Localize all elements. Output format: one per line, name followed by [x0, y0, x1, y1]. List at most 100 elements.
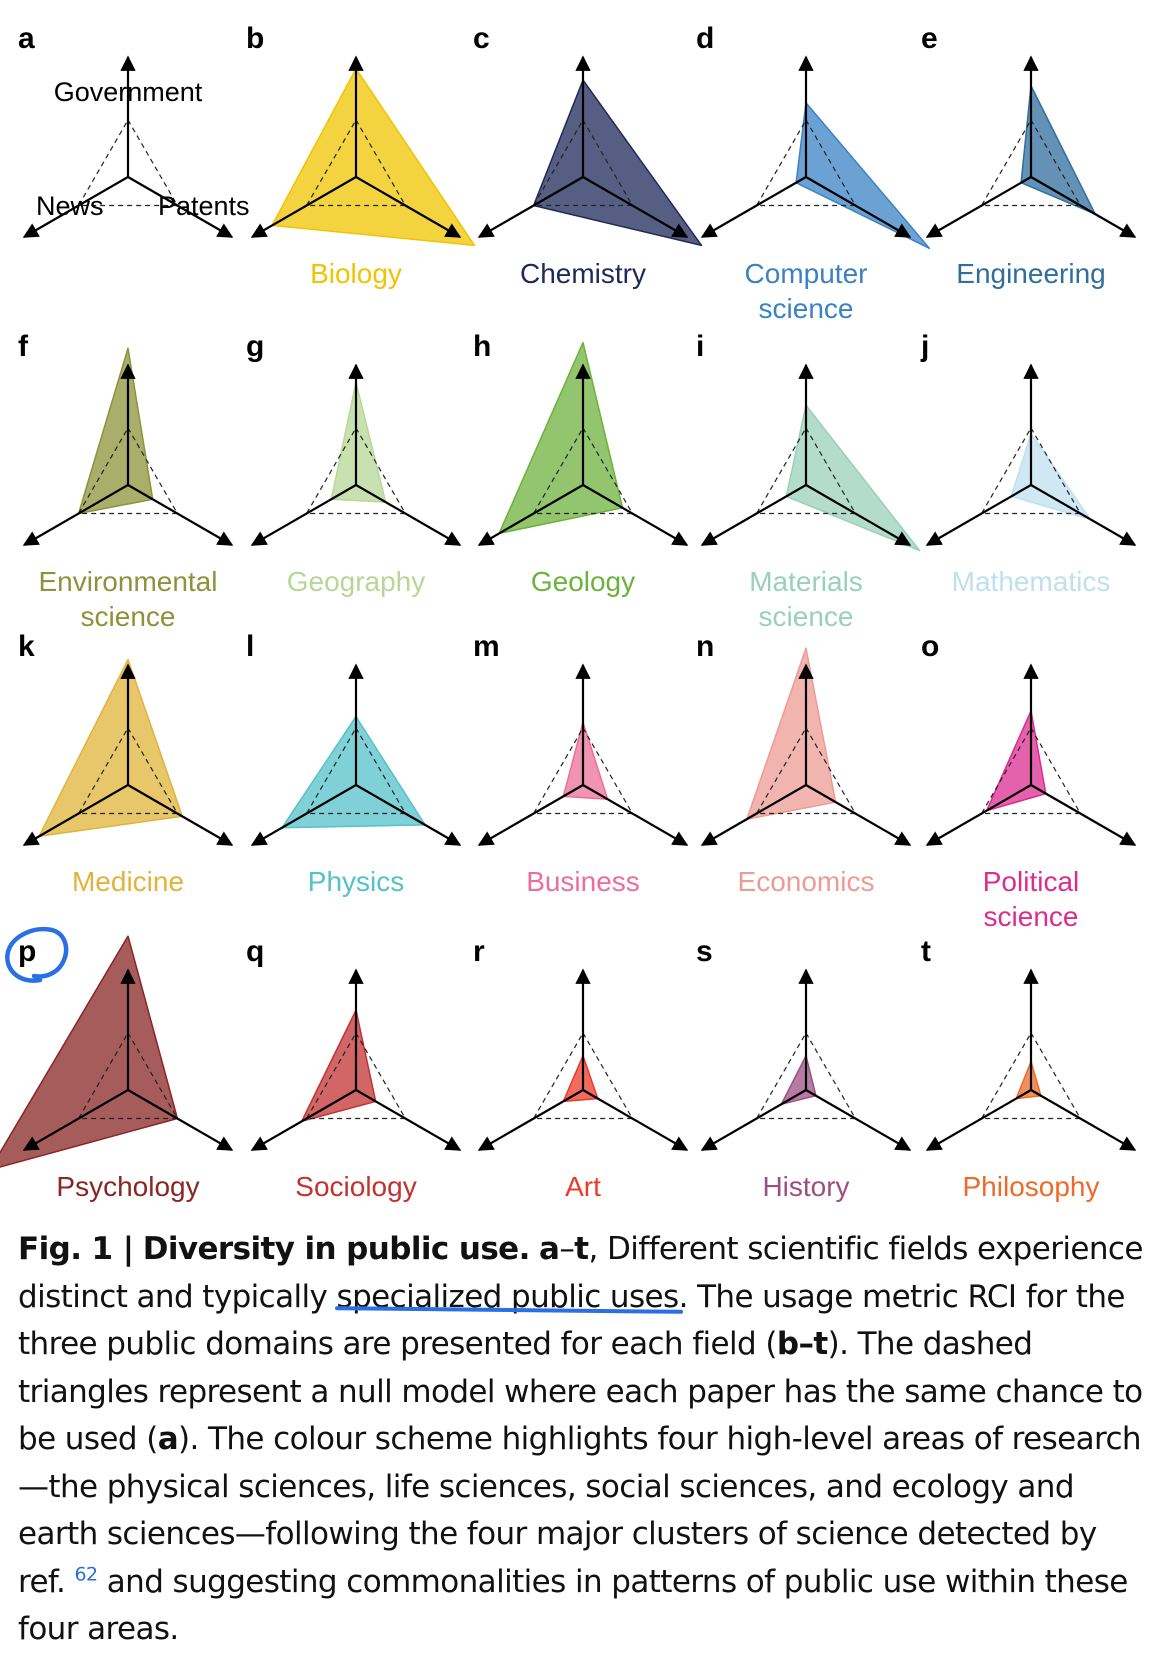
figure-caption: Fig. 1 | Diversity in public use. a–t, D…: [18, 1226, 1153, 1654]
patents-axis: [355, 176, 462, 238]
panel-letter: c: [473, 22, 490, 55]
null-model-triangle: [532, 726, 634, 815]
panel-i: i Materials science: [690, 330, 922, 632]
panel-letter: f: [18, 330, 28, 363]
field-label: Chemistry: [519, 258, 646, 289]
caption-range-end: t: [574, 1231, 589, 1267]
panel-letter: s: [696, 935, 713, 968]
panel-letter: h: [473, 330, 492, 363]
rci-polygon: [38, 658, 184, 838]
news-axis: [700, 1089, 807, 1151]
patents-axis: [805, 784, 912, 846]
news-axis: [700, 484, 807, 546]
field-label: Psychology: [56, 1171, 200, 1202]
rci-polygon: [562, 1055, 599, 1103]
panel-letter: m: [473, 630, 500, 663]
rci-polygon: [0, 935, 179, 1168]
field-label: Medicine: [71, 866, 185, 897]
null-model-triangle: [305, 726, 407, 815]
radar-plot: [477, 341, 689, 546]
news-axis: [477, 484, 584, 546]
rci-polygon: [1020, 85, 1096, 215]
field-label: History: [762, 1171, 850, 1202]
patents-axis: [582, 484, 689, 546]
null-model-triangle: [532, 118, 634, 207]
radar-plot: [22, 658, 234, 846]
caption-panel-a-ref: a: [157, 1421, 179, 1457]
caption-text-5: and suggesting commonalities in patterns…: [18, 1563, 1128, 1648]
rci-polygon: [746, 647, 837, 820]
radar-plot: [700, 647, 912, 846]
radar-plot: [22, 347, 234, 546]
rci-polygon: [1015, 1060, 1042, 1100]
news-axis: [250, 1089, 357, 1151]
field-label: Materials science: [749, 566, 863, 632]
radar-plot: Government News Patents: [22, 55, 250, 238]
patents-axis: [127, 176, 234, 238]
caption-reference[interactable]: 62: [74, 1563, 99, 1586]
null-model-triangle: [305, 1031, 407, 1120]
rci-polygon: [271, 67, 476, 247]
news-axis: [250, 784, 357, 846]
panel-letter: e: [921, 22, 938, 55]
null-model-triangle: [755, 426, 857, 515]
field-label: Geography: [286, 566, 426, 597]
pen-annotation-circle: [5, 926, 69, 983]
news-axis: [925, 1089, 1032, 1151]
radar-plot: [0, 935, 234, 1168]
axis-label-government: Government: [54, 77, 203, 107]
null-model-triangle: [77, 426, 179, 515]
patents-axis: [805, 1089, 912, 1151]
null-model-triangle: [532, 1031, 634, 1120]
radar-plot: [925, 663, 1137, 846]
field-label: Engineering: [956, 258, 1106, 289]
news-axis: [250, 484, 357, 546]
caption-text-4: ). The colour scheme highlights four hig…: [18, 1421, 1142, 1600]
news-axis: [250, 176, 357, 238]
panel-t: t Philosophy: [915, 935, 1147, 1235]
rci-polygon: [281, 715, 426, 829]
field-label: Physics: [307, 866, 405, 897]
rci-polygon: [532, 79, 703, 247]
news-axis: [700, 176, 807, 238]
panel-letter: q: [246, 935, 265, 968]
news-axis: [700, 784, 807, 846]
patents-axis: [1030, 1089, 1137, 1151]
news-axis: [925, 484, 1032, 546]
rci-polygon: [498, 341, 624, 535]
radar-plot: [477, 663, 689, 846]
radar-plot: [477, 55, 703, 247]
panel-s: s History: [690, 935, 922, 1235]
null-model-triangle: [305, 426, 407, 515]
news-axis: [22, 1089, 129, 1151]
panel-a: a Government News Patents: [12, 22, 250, 322]
rci-polygon: [562, 721, 609, 801]
panel-r: r Art: [467, 935, 699, 1235]
caption-text-2: . The usage metric RCI for the three pub…: [18, 1278, 1125, 1363]
field-label: Political science: [982, 866, 1080, 932]
null-model-triangle: [980, 118, 1082, 207]
panel-letter: d: [696, 22, 715, 55]
panel-letter: n: [696, 630, 715, 663]
patents-axis: [805, 484, 912, 546]
panel-e: e Engineering: [915, 22, 1147, 322]
caption-highlighted-phrase: specialized public uses: [336, 1278, 680, 1315]
field-label: Environmental science: [38, 566, 218, 632]
panel-letter: i: [696, 330, 705, 363]
panel-letter: p: [18, 935, 37, 968]
null-model-triangle: [980, 1031, 1082, 1120]
news-axis: [477, 1089, 584, 1151]
figure-grid: a Government News Patents b Biology c Chemistry…: [0, 22, 1147, 1202]
field-label: Art: [565, 1171, 601, 1202]
news-axis: [925, 176, 1032, 238]
patents-axis: [1030, 784, 1137, 846]
field-label: Computer science: [744, 258, 868, 324]
null-model-triangle: [755, 1031, 857, 1120]
rci-polygon: [785, 404, 921, 552]
patents-axis: [355, 1089, 462, 1151]
null-model-triangle: [77, 1031, 179, 1120]
patents-axis: [127, 484, 234, 546]
radar-plot: [700, 55, 931, 250]
null-model-triangle: [77, 726, 179, 815]
axis-label-news: News: [36, 191, 104, 221]
